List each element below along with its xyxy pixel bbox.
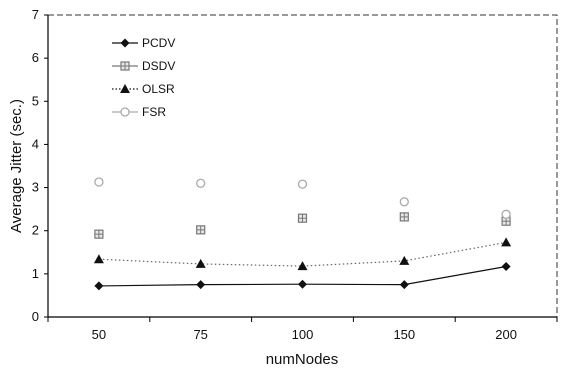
y-tick-label: 0 [32, 309, 39, 324]
data-point-fsr [297, 179, 308, 189]
y-tick-label: 4 [32, 136, 39, 151]
y-tick-label: 3 [32, 180, 39, 195]
data-point-dsdv [297, 213, 308, 223]
series-pcdv [94, 262, 511, 291]
data-point-dsdv [196, 225, 206, 235]
data-point-pcdv [94, 281, 104, 291]
x-axis-ticks: 50 75 100 150 200 [47, 317, 558, 342]
y-tick-label: 6 [32, 50, 39, 65]
series-fsr [94, 177, 511, 219]
data-point-fsr [501, 209, 511, 219]
legend-marker [120, 38, 130, 48]
y-axis-ticks: 0 1 2 3 4 5 6 7 [32, 7, 48, 324]
data-point-olsr [195, 258, 206, 268]
data-point-pcdv [501, 262, 511, 272]
series-layer [93, 177, 512, 291]
series-olsr [93, 237, 512, 271]
legend-marker [120, 61, 130, 71]
legend: PCDV DSDV OLSR FSR [112, 36, 175, 119]
legend-marker [120, 84, 130, 93]
data-point-dsdv [399, 212, 409, 222]
x-tick-label: 100 [292, 327, 314, 342]
x-tick-label: 150 [393, 327, 415, 342]
data-point-fsr [196, 178, 206, 188]
data-point-fsr [399, 197, 409, 207]
data-point-fsr [94, 177, 104, 187]
plot-area [47, 14, 558, 318]
legend-item-dsdv: DSDV [112, 59, 175, 73]
legend-item-pcdv: PCDV [112, 36, 175, 50]
y-tick-label: 1 [32, 266, 39, 281]
x-tick-label: 75 [193, 327, 207, 342]
y-axis-title: Average Jitter (sec.) [8, 99, 25, 233]
legend-label: FSR [142, 105, 166, 119]
y-tick-label: 2 [32, 223, 39, 238]
data-point-olsr [297, 261, 308, 271]
data-point-dsdv [94, 229, 104, 239]
y-tick-label: 5 [32, 93, 39, 108]
legend-label: OLSR [142, 82, 175, 96]
data-point-pcdv [196, 280, 206, 290]
x-tick-label: 50 [92, 327, 106, 342]
legend-item-olsr: OLSR [112, 82, 175, 96]
data-point-pcdv [399, 280, 409, 290]
data-point-olsr [399, 255, 410, 265]
series-dsdv [94, 212, 511, 239]
legend-marker [120, 107, 130, 117]
legend-label: PCDV [142, 36, 175, 50]
x-tick-label: 200 [495, 327, 517, 342]
legend-label: DSDV [142, 59, 175, 73]
series-line-olsr [98, 241, 507, 267]
y-tick-label: 7 [32, 7, 39, 22]
x-axis-title: numNodes [266, 351, 339, 368]
legend-item-fsr: FSR [112, 105, 166, 119]
data-point-olsr [501, 237, 512, 247]
data-point-olsr [93, 254, 104, 264]
data-point-pcdv [298, 279, 307, 289]
